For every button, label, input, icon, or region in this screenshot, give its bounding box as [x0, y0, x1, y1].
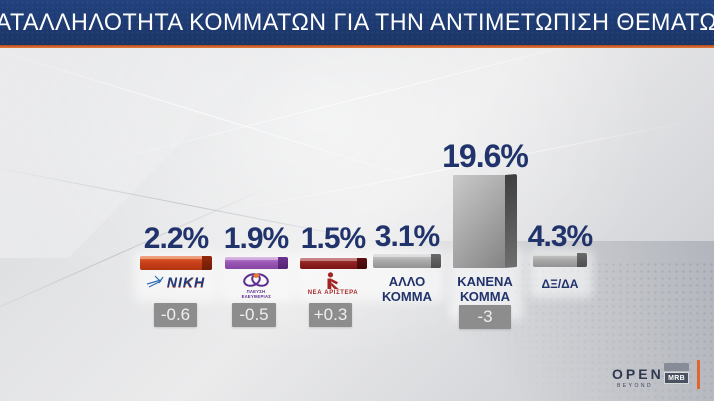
- bar-end-cap: [278, 257, 288, 269]
- bar-highlight: [533, 253, 587, 256]
- value-label-nea-aristera: 1.5%: [300, 222, 366, 255]
- niki-logo-text: ΝΙΚΗ: [166, 274, 206, 290]
- open-logo-text: OPEN: [612, 366, 664, 382]
- change-box-kanena-komma: -3: [459, 305, 511, 329]
- nea-aristera-logo-text: ΝΕΑ ΑΡΙΣΤΕΡΑ: [307, 290, 359, 296]
- title-bar-accent-line: [0, 45, 714, 48]
- plefsi-swirl-icon: [243, 273, 269, 287]
- bar-plefsi: [225, 257, 288, 269]
- bar-kanena-komma: [453, 173, 517, 268]
- bar-end-cap: [202, 256, 212, 270]
- bar-end-cap: [357, 258, 367, 269]
- bar-highlight: [300, 258, 367, 261]
- niki-wing-icon: [146, 275, 164, 288]
- bar-highlight: [225, 257, 288, 260]
- bar-nea-aristera: [300, 258, 367, 269]
- plefsi-logo-text-line2: ΕΛΕΥΘΕΡΙΑΣ: [241, 294, 271, 300]
- niki-party-logo: ΝΙΚΗ: [136, 274, 216, 290]
- bar-allo-komma: [373, 254, 441, 268]
- label-line1: ΚΑΝΕΝΑ: [457, 274, 513, 289]
- mrb-logo-bar: [664, 363, 689, 371]
- nea-aristera-figure-icon: [327, 272, 339, 289]
- plefsi-logo-text-line1: ΠΛΕΥΣΗ: [246, 289, 266, 295]
- category-label-allo-komma: ΑΛΛΟ ΚΟΜΜΑ: [367, 274, 447, 304]
- bar-end-cap: [577, 253, 587, 267]
- change-box-plefsi: -0.5: [232, 303, 276, 327]
- bar-highlight: [373, 254, 441, 257]
- page-title: ΚΑΤΑΛΛΗΛΟΤΗΤΑ ΚΟΜΜΑΤΩΝ ΓΙΑ ΤΗΝ ΑΝΤΙΜΕΤΩΠ…: [0, 8, 714, 36]
- value-label-allo-komma: 3.1%: [374, 220, 440, 253]
- bar-end-cap: [431, 254, 441, 268]
- change-value: -0.6: [160, 305, 191, 324]
- bar-dxda: [533, 253, 587, 267]
- open-beyond-text: BEYOND: [616, 383, 654, 389]
- open-channel-logo: OPEN BEYOND: [612, 366, 664, 389]
- change-value: -3: [477, 307, 493, 326]
- value-label-kanena-komma: 19.6%: [442, 138, 529, 174]
- bar-highlight: [140, 256, 212, 259]
- bar-niki: [140, 256, 212, 270]
- value-label-dxda: 4.3%: [527, 220, 593, 253]
- footer-accent-line: [697, 360, 700, 389]
- nea-aristera-party-logo: ΝΕΑ ΑΡΙΣΤΕΡΑ: [293, 272, 373, 296]
- title-bar: ΚΑΤΑΛΛΗΛΟΤΗΤΑ ΚΟΜΜΑΤΩΝ ΓΙΑ ΤΗΝ ΑΝΤΙΜΕΤΩΠ…: [0, 0, 714, 45]
- change-value: +0.3: [313, 305, 348, 324]
- change-box-nea-aristera: +0.3: [309, 303, 352, 327]
- category-label-kanena-komma: ΚΑΝΕΝΑ ΚΟΜΜΑ: [445, 274, 525, 304]
- label-line1: ΔΞ/ΔΑ: [541, 277, 579, 291]
- label-line1: ΑΛΛΟ: [388, 274, 426, 289]
- mrb-logo-text: MRB: [668, 374, 685, 382]
- change-box-niki: -0.6: [154, 303, 197, 327]
- change-value: -0.5: [239, 305, 269, 324]
- mrb-logo: MRB: [664, 363, 689, 385]
- value-label-niki: 2.2%: [143, 222, 209, 255]
- category-label-dxda: ΔΞ/ΔΑ: [520, 277, 600, 292]
- value-label-plefsi: 1.9%: [223, 222, 289, 255]
- bg-line: [0, 42, 469, 195]
- plefsi-party-logo: ΠΛΕΥΣΗ ΕΛΕΥΘΕΡΙΑΣ: [216, 270, 296, 300]
- label-line2: ΚΟΜΜΑ: [460, 289, 510, 304]
- mrb-logo-box: MRB: [664, 372, 689, 384]
- label-line2: ΚΟΜΜΑ: [382, 289, 432, 304]
